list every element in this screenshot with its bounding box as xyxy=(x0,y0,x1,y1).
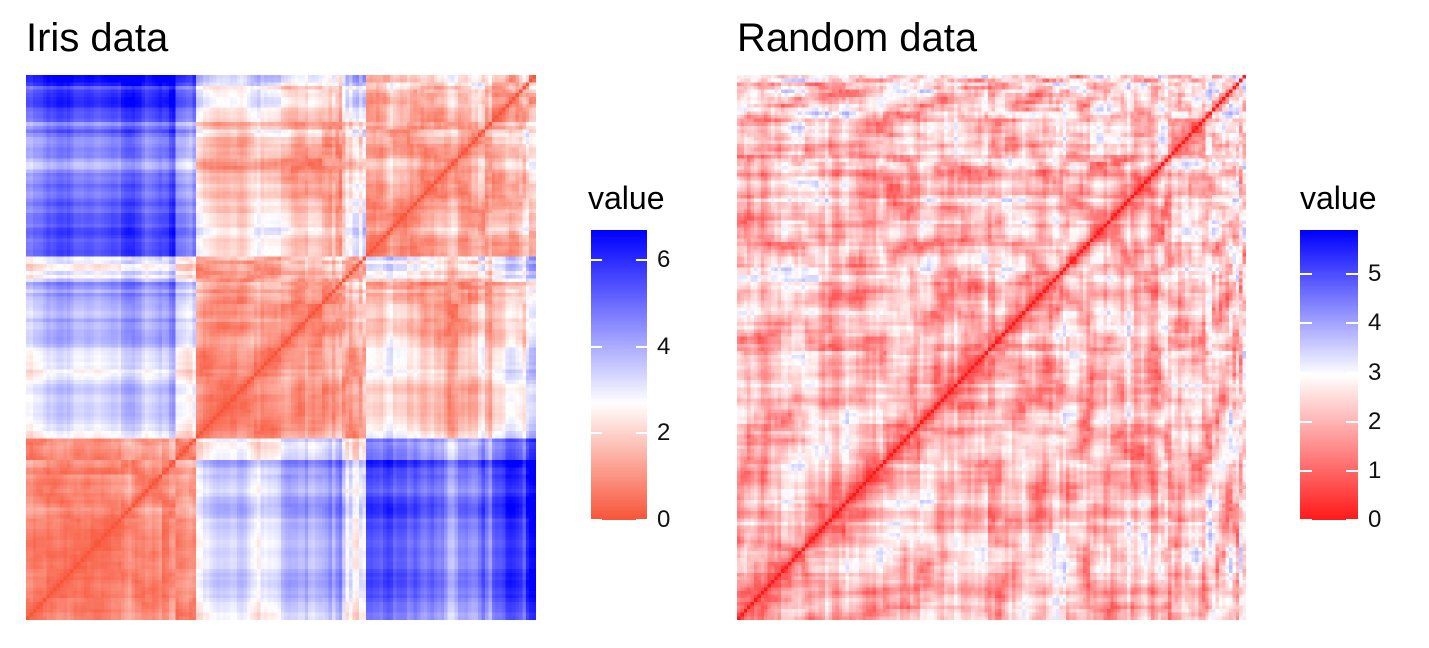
legend-title-iris: value xyxy=(588,180,665,216)
colorbar-tick-label: 2 xyxy=(1368,407,1382,435)
colorbar-tick-label: 1 xyxy=(1368,456,1382,484)
colorbar-tick-label: 2 xyxy=(657,419,671,447)
colorbar-tick-label: 0 xyxy=(657,506,671,533)
colorbar-tick-label: 4 xyxy=(657,332,671,360)
colorbar-tick-mark xyxy=(1300,371,1312,374)
colorbar-tick-mark xyxy=(1346,322,1358,325)
colorbar-tick-mark xyxy=(635,259,647,262)
heatmap-random xyxy=(737,75,1246,620)
chart-title-random: Random data xyxy=(737,16,978,60)
colorbar-tick-mark xyxy=(1346,469,1358,472)
colorbar-tick-mark xyxy=(1300,420,1312,423)
colorbar-tick-label: 0 xyxy=(1368,506,1382,533)
colorbar-tick-label: 6 xyxy=(657,246,671,274)
chart-title-iris: Iris data xyxy=(26,16,169,60)
colorbar-tick-label: 4 xyxy=(1368,309,1382,337)
colorbar-tick-mark xyxy=(1300,519,1312,521)
colorbar-iris xyxy=(591,230,647,520)
colorbar-tick-mark xyxy=(1346,519,1358,521)
colorbar-tick-mark xyxy=(1346,420,1358,423)
colorbar-tick-mark xyxy=(1346,371,1358,374)
colorbar-tick-mark xyxy=(591,432,603,435)
legend-title-random: value xyxy=(1300,180,1377,216)
colorbar-tick-mark xyxy=(635,345,647,348)
colorbar-tick-mark xyxy=(591,259,603,262)
colorbar-tick-mark xyxy=(1346,273,1358,276)
colorbar-tick-mark xyxy=(591,519,603,521)
heatmap-iris xyxy=(26,75,536,620)
colorbar-tick-label: 3 xyxy=(1368,358,1382,386)
colorbar-tick-label: 5 xyxy=(1368,260,1382,288)
colorbar-tick-mark xyxy=(1300,273,1312,276)
colorbar-tick-mark xyxy=(635,519,647,521)
colorbar-tick-mark xyxy=(1300,322,1312,325)
colorbar-tick-mark xyxy=(635,432,647,435)
colorbar-tick-mark xyxy=(591,345,603,348)
colorbar-tick-mark xyxy=(1300,469,1312,472)
